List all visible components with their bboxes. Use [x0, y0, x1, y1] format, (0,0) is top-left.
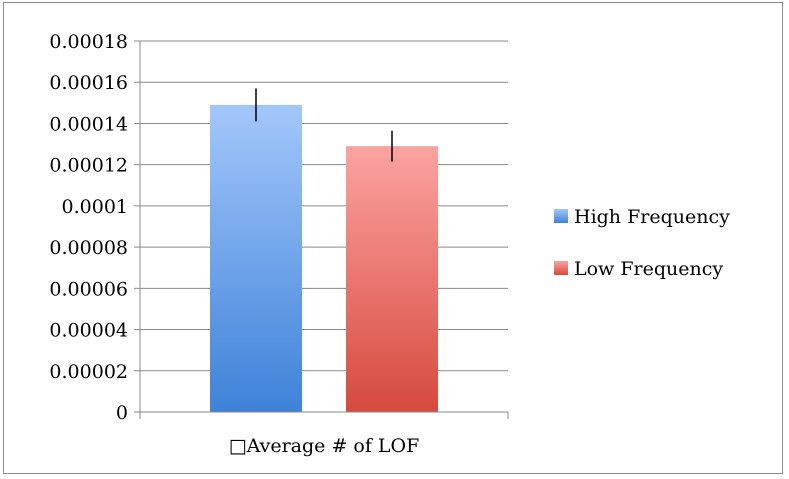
error-bars — [255, 88, 393, 162]
bar-high-frequency — [210, 104, 302, 413]
y-tick-label: 0.0001 — [62, 196, 128, 218]
gridlines — [140, 40, 508, 372]
y-tick-label: 0.00006 — [49, 278, 128, 300]
y-tick-label: 0.00008 — [49, 237, 128, 259]
legend-swatch-high-frequency — [554, 209, 568, 223]
y-tick-label: 0.00012 — [49, 155, 128, 177]
axes — [139, 41, 509, 419]
legend-label-high-frequency: High Frequency — [574, 206, 730, 228]
y-tick-label: 0 — [116, 402, 128, 424]
x-category-label: □Average # of LOF — [229, 435, 420, 457]
y-tick-label: 0.00002 — [49, 361, 128, 383]
bars — [210, 104, 438, 413]
legend: High Frequency Low Frequency — [554, 206, 730, 280]
y-tick-label: 0.00004 — [49, 320, 128, 342]
legend-label-low-frequency: Low Frequency — [574, 258, 723, 280]
y-tick-label: 0.00016 — [49, 72, 128, 94]
y-axis-ticks: 0 0.00002 0.00004 0.00006 0.00008 0.0001 0.000… — [49, 31, 140, 424]
y-tick-label: 0.00018 — [49, 31, 128, 53]
legend-swatch-low-frequency — [554, 261, 568, 275]
bar-low-frequency — [346, 146, 438, 412]
y-tick-label: 0.00014 — [49, 113, 128, 135]
